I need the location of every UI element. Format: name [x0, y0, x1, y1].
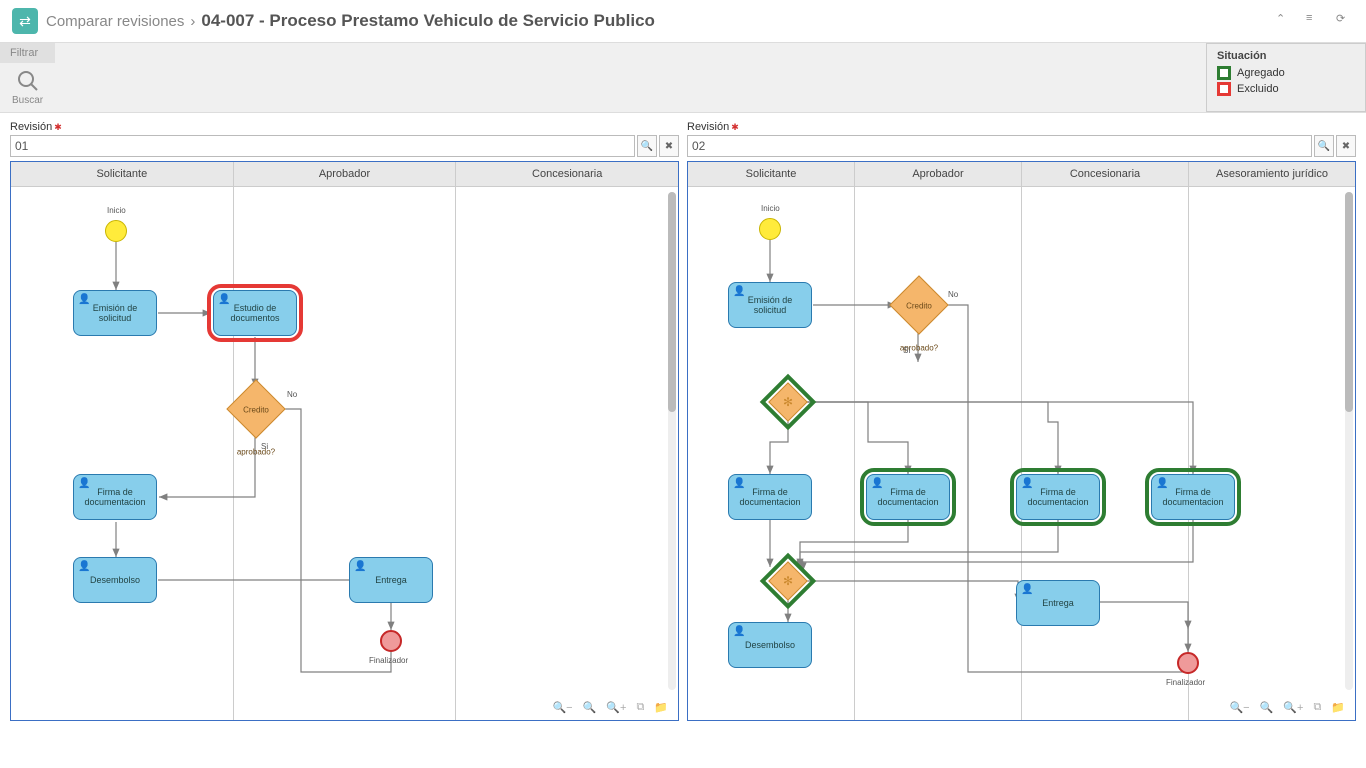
zoom-out-icon-r[interactable]: 🔍− [1229, 701, 1249, 714]
end-event[interactable] [380, 630, 402, 652]
gw-si: Si [261, 442, 268, 451]
task-emision-r[interactable]: 👤Emisión de solicitud [728, 282, 812, 328]
start-label: Inicio [107, 206, 126, 215]
task-firma3[interactable]: 👤Firma de documentacion [1016, 474, 1100, 520]
filter-button[interactable]: Filtrar [0, 43, 55, 63]
legend-removed-swatch [1217, 82, 1231, 96]
toolbar: Filtrar Buscar Situación Agregado Exclui… [0, 43, 1366, 113]
left-revision-label: Revisión✱ [10, 121, 679, 133]
task-firma1[interactable]: 👤Firma de documentacion [728, 474, 812, 520]
split-container: Revisión✱ 🔍 ✖ Solicitante Aprobador Conc… [0, 113, 1366, 729]
lane-solicitante: Solicitante [11, 162, 233, 187]
right-revision-label: Revisión✱ [687, 121, 1356, 133]
search-label: Buscar [12, 95, 43, 106]
page-title: 04-007 - Proceso Prestamo Vehiculo de Se… [201, 11, 655, 31]
right-search-icon[interactable]: 🔍 [1314, 135, 1334, 157]
header: ⇄ Comparar revisiones › 04-007 - Proceso… [0, 0, 1366, 43]
diagram-tools: 🔍− 🔍 🔍+ ⧉ 📁 [552, 701, 668, 714]
left-diagram: Solicitante Aprobador Concesionaria Inic [10, 161, 679, 721]
right-revision-input[interactable] [687, 135, 1312, 157]
legend-added-swatch [1217, 66, 1231, 80]
end-event-r[interactable] [1177, 652, 1199, 674]
diagram-scrollbar[interactable] [668, 192, 676, 690]
zoom-out-icon[interactable]: 🔍− [552, 701, 572, 714]
lane-aprobador: Aprobador [234, 162, 456, 187]
end-label-r: Finalizador [1166, 678, 1205, 687]
tree-icon-r[interactable]: ⧉ [1313, 701, 1321, 714]
legend-title: Situación [1217, 50, 1355, 62]
zoom-reset-icon[interactable]: 🔍 [583, 701, 597, 714]
left-revision-input[interactable] [10, 135, 635, 157]
left-search-icon[interactable]: 🔍 [637, 135, 657, 157]
right-pane: Revisión✱ 🔍 ✖ Solicitante Aprobador Conc… [687, 121, 1356, 721]
start-event[interactable] [105, 220, 127, 242]
gw-no-r: No [948, 290, 958, 299]
legend-removed-label: Excluido [1237, 83, 1279, 95]
task-entrega-r[interactable]: 👤Entrega [1016, 580, 1100, 626]
zoom-in-icon[interactable]: 🔍+ [606, 701, 626, 714]
left-pane: Revisión✱ 🔍 ✖ Solicitante Aprobador Conc… [10, 121, 679, 721]
lane-asesoramiento-r: Asesoramiento jurídico [1189, 162, 1355, 187]
lane-concesionaria-r: Concesionaria [1022, 162, 1188, 187]
start-event-r[interactable] [759, 218, 781, 240]
start-label-r: Inicio [761, 204, 780, 213]
diagram-scrollbar-r[interactable] [1345, 192, 1353, 690]
breadcrumb-separator: › [190, 13, 195, 30]
legend-added: Agregado [1217, 66, 1355, 80]
gw-no: No [287, 390, 297, 399]
legend-box: Situación Agregado Excluido [1206, 43, 1366, 112]
task-estudio[interactable]: 👤Estudio de documentos [213, 290, 297, 336]
legend-added-label: Agregado [1237, 67, 1285, 79]
compare-icon: ⇄ [12, 8, 38, 34]
right-diagram: Solicitante Aprobador Concesionaria Ases… [687, 161, 1356, 721]
task-firma2[interactable]: 👤Firma de documentacion [866, 474, 950, 520]
zoom-reset-icon-r[interactable]: 🔍 [1260, 701, 1274, 714]
breadcrumb-link[interactable]: Comparar revisiones [46, 13, 184, 30]
end-label: Finalizador [369, 656, 408, 665]
lane-aprobador-r: Aprobador [855, 162, 1021, 187]
diagram-tools-r: 🔍− 🔍 🔍+ ⧉ 📁 [1229, 701, 1345, 714]
collapse-icon[interactable]: ⌃ [1276, 12, 1294, 30]
task-desembolso-r[interactable]: 👤Desembolso [728, 622, 812, 668]
task-desembolso[interactable]: 👤Desembolso [73, 557, 157, 603]
search-button[interactable]: Buscar [0, 63, 55, 112]
task-emision[interactable]: 👤Emisión de solicitud [73, 290, 157, 336]
task-firma4[interactable]: 👤Firma de documentacion [1151, 474, 1235, 520]
zoom-in-icon-r[interactable]: 🔍+ [1283, 701, 1303, 714]
right-clear-icon[interactable]: ✖ [1336, 135, 1356, 157]
task-firma[interactable]: 👤Firma de documentacion [73, 474, 157, 520]
folder-icon-r[interactable]: 📁 [1331, 701, 1345, 714]
task-entrega[interactable]: 👤Entrega [349, 557, 433, 603]
lane-solicitante-r: Solicitante [688, 162, 854, 187]
legend-removed: Excluido [1217, 82, 1355, 96]
refresh-icon[interactable]: ⟳ [1336, 12, 1354, 30]
folder-icon[interactable]: 📁 [654, 701, 668, 714]
tree-icon[interactable]: ⧉ [636, 701, 644, 714]
gw-si-r: Sí [903, 346, 911, 355]
list-icon[interactable]: ≡ [1306, 12, 1324, 30]
lane-concesionaria: Concesionaria [456, 162, 678, 187]
left-clear-icon[interactable]: ✖ [659, 135, 679, 157]
